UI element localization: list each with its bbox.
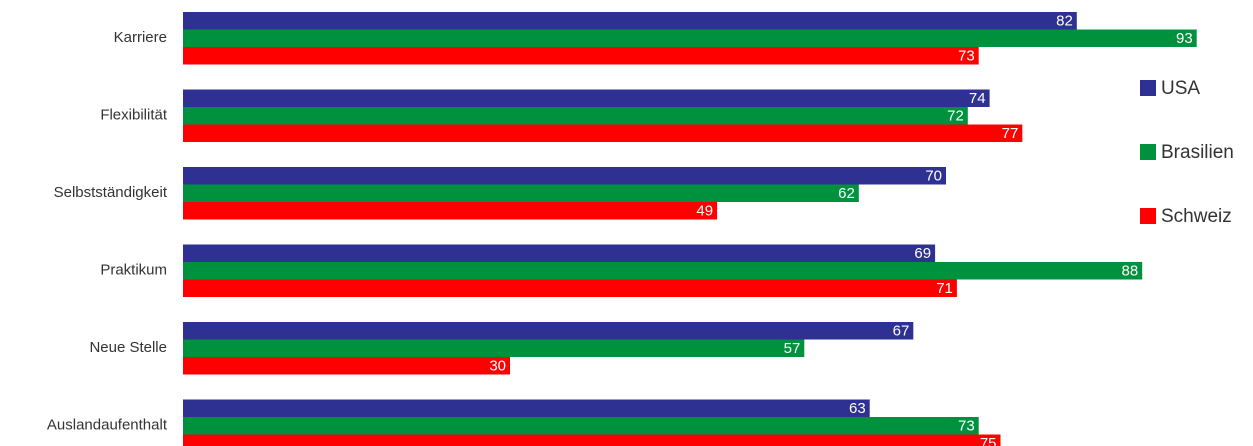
category-label-flexibilitaet: Flexibilität bbox=[100, 107, 168, 124]
legend-swatch-brasilien bbox=[1140, 144, 1156, 160]
bar-selbststaendigkeit-brasilien bbox=[183, 184, 859, 202]
bar-auslandaufenthalt-schweiz bbox=[183, 434, 1001, 446]
bar-flexibilitaet-usa bbox=[183, 89, 990, 107]
bar-karriere-brasilien bbox=[183, 29, 1197, 47]
legend-label-brasilien: Brasilien bbox=[1161, 142, 1234, 163]
value-label-karriere-schweiz: 73 bbox=[958, 48, 975, 65]
bar-neue-stelle-brasilien bbox=[183, 339, 805, 357]
bar-praktikum-brasilien bbox=[183, 262, 1143, 280]
value-label-praktikum-brasilien: 88 bbox=[1122, 263, 1139, 280]
bar-flexibilitaet-schweiz bbox=[183, 124, 1023, 142]
value-label-praktikum-usa: 69 bbox=[914, 245, 931, 262]
bars-group bbox=[183, 12, 1197, 446]
category-label-karriere: Karriere bbox=[114, 29, 167, 46]
value-label-neue-stelle-brasilien: 57 bbox=[784, 340, 801, 357]
bar-flexibilitaet-brasilien bbox=[183, 107, 968, 125]
value-label-selbststaendigkeit-brasilien: 62 bbox=[838, 185, 855, 202]
category-labels: Karriere Flexibilität Selbstständigkeit Pra… bbox=[47, 29, 168, 434]
bar-karriere-schweiz bbox=[183, 47, 979, 65]
value-label-flexibilitaet-schweiz: 77 bbox=[1002, 125, 1019, 142]
value-label-karriere-brasilien: 93 bbox=[1176, 30, 1193, 47]
value-label-karriere-usa: 82 bbox=[1056, 13, 1073, 30]
legend-swatch-schweiz bbox=[1140, 208, 1156, 224]
bar-auslandaufenthalt-brasilien bbox=[183, 417, 979, 435]
value-label-neue-stelle-usa: 67 bbox=[893, 323, 910, 340]
bar-praktikum-schweiz bbox=[183, 279, 957, 297]
category-label-auslandaufenthalt: Auslandaufenthalt bbox=[47, 417, 168, 434]
value-label-neue-stelle-schweiz: 30 bbox=[489, 358, 506, 375]
value-label-praktikum-schweiz: 71 bbox=[936, 280, 953, 297]
value-label-flexibilitaet-usa: 74 bbox=[969, 90, 986, 107]
bar-neue-stelle-usa bbox=[183, 322, 914, 340]
legend: USA Brasilien Schweiz bbox=[1140, 78, 1234, 227]
value-label-auslandaufenthalt-brasilien: 73 bbox=[958, 418, 975, 435]
category-label-neue-stelle: Neue Stelle bbox=[89, 339, 167, 356]
bar-auslandaufenthalt-usa bbox=[183, 399, 870, 417]
category-label-selbststaendigkeit: Selbstständigkeit bbox=[54, 184, 168, 201]
legend-label-usa: USA bbox=[1161, 78, 1200, 99]
category-label-praktikum: Praktikum bbox=[100, 262, 167, 279]
bar-neue-stelle-schweiz bbox=[183, 357, 510, 375]
legend-swatch-usa bbox=[1140, 80, 1156, 96]
value-labels: 82 93 73 74 72 77 70 62 49 69 88 71 67 57 30 63 73 75 bbox=[489, 13, 1192, 446]
value-label-selbststaendigkeit-schweiz: 49 bbox=[696, 203, 713, 220]
bar-selbststaendigkeit-usa bbox=[183, 167, 946, 185]
value-label-selbststaendigkeit-usa: 70 bbox=[925, 168, 942, 185]
value-label-flexibilitaet-brasilien: 72 bbox=[947, 108, 964, 125]
value-label-auslandaufenthalt-schweiz: 75 bbox=[980, 435, 997, 446]
bar-selbststaendigkeit-schweiz bbox=[183, 202, 718, 220]
bar-praktikum-usa bbox=[183, 244, 936, 262]
bar-karriere-usa bbox=[183, 12, 1077, 30]
value-label-auslandaufenthalt-usa: 63 bbox=[849, 400, 866, 417]
legend-label-schweiz: Schweiz bbox=[1161, 206, 1232, 227]
